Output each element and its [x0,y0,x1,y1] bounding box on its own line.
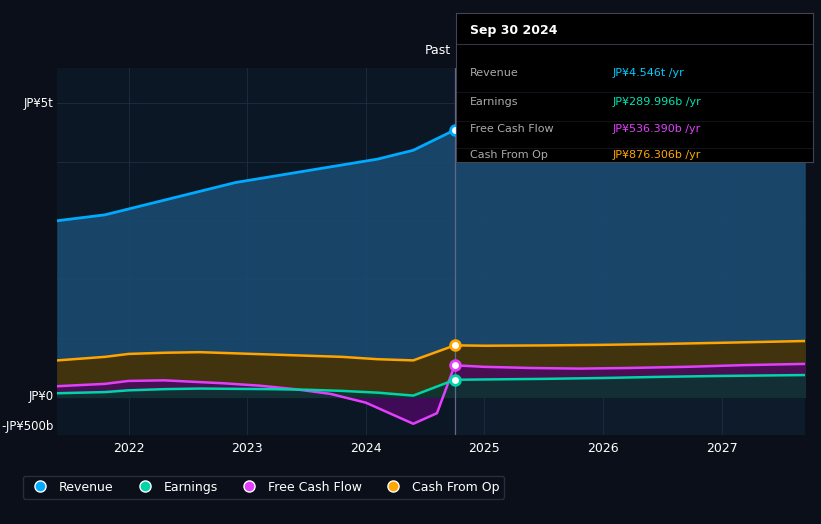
Bar [455,68,805,435]
Text: Earnings: Earnings [470,97,518,107]
Text: Revenue: Revenue [470,68,519,79]
Text: Cash From Op: Cash From Op [470,150,548,160]
Text: JP¥536.390b /yr: JP¥536.390b /yr [612,124,701,134]
Text: JP¥4.546t /yr: JP¥4.546t /yr [612,68,685,79]
Bar [57,68,455,435]
Text: Sep 30 2024: Sep 30 2024 [470,24,557,37]
Text: Analysts Forecasts: Analysts Forecasts [458,44,575,57]
Legend: Revenue, Earnings, Free Cash Flow, Cash From Op: Revenue, Earnings, Free Cash Flow, Cash … [23,476,504,499]
Text: JP¥5t: JP¥5t [24,97,53,110]
Text: JP¥289.996b /yr: JP¥289.996b /yr [612,97,701,107]
Text: JP¥0: JP¥0 [29,390,53,403]
Text: -JP¥500b: -JP¥500b [2,420,53,433]
Text: Free Cash Flow: Free Cash Flow [470,124,553,134]
Text: JP¥876.306b /yr: JP¥876.306b /yr [612,150,701,160]
Text: Past: Past [425,44,451,57]
